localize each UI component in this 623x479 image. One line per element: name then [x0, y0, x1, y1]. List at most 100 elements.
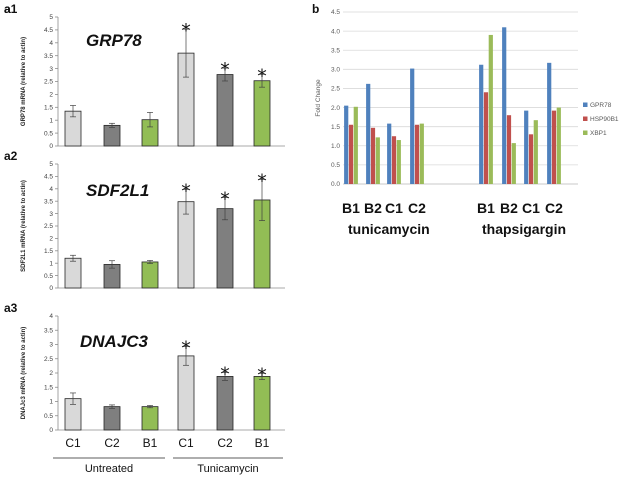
significance-star: * [257, 364, 267, 386]
bar [253, 80, 271, 147]
y-tick-label: 0.5 [44, 130, 53, 137]
category-label: B1 [255, 436, 270, 450]
bar [177, 355, 195, 431]
significance-star: * [220, 59, 230, 81]
significance-star: * [220, 363, 230, 385]
bar-hsp90b1 [551, 110, 557, 184]
y-tick-label: 4.0 [331, 28, 340, 35]
bar-hsp90b1 [483, 92, 489, 184]
bar [141, 406, 159, 431]
y-tick-label: 3 [49, 342, 53, 349]
legend-label: XBP1 [590, 130, 607, 137]
category-label: C2 [217, 436, 233, 450]
significance-star: * [257, 65, 267, 87]
bar [103, 406, 121, 431]
y-tick-label: 5 [49, 161, 53, 168]
y-axis-title: Fold Change [315, 79, 322, 117]
bar-xbp1 [396, 140, 401, 184]
y-tick-label: 2.5 [44, 79, 53, 86]
category-label: C2 [104, 436, 120, 450]
y-tick-label: 3.5 [44, 53, 53, 60]
significance-star: * [181, 337, 191, 359]
y-tick-label: 3.5 [44, 198, 53, 205]
category-label: B1 [477, 200, 495, 216]
group-label-untreated: Untreated [85, 463, 133, 475]
bar-gpr78 [524, 110, 529, 184]
bar-gpr78 [479, 64, 484, 184]
y-tick-label: 4.5 [44, 174, 53, 181]
y-tick-label: 3.5 [44, 327, 53, 334]
bar-gpr78 [366, 83, 371, 184]
y-tick-label: 1.5 [44, 384, 53, 391]
legend-swatch [583, 102, 588, 107]
significance-star: * [257, 170, 267, 192]
y-tick-label: 4.5 [331, 9, 340, 16]
y-tick-label: 1.5 [44, 105, 53, 112]
bar-xbp1 [488, 34, 493, 184]
bar-hsp90b1 [348, 124, 354, 184]
category-label: B2 [364, 200, 382, 216]
y-tick-label: 0.5 [331, 162, 340, 169]
y-tick-label: 1.5 [44, 248, 53, 255]
bar [141, 261, 159, 289]
category-label: C1 [385, 200, 403, 216]
bar [64, 257, 82, 289]
legend-swatch [583, 116, 588, 121]
bar-hsp90b1 [370, 127, 376, 184]
y-tick-label: 1.5 [331, 124, 340, 131]
bar [216, 208, 234, 289]
legend-label: HSP90B1 [590, 116, 619, 123]
gene-title: SDF2L1 [86, 181, 149, 200]
y-axis-title: DNAJc3 mRNA (relative to actin) [21, 327, 27, 419]
y-tick-label: 0.5 [44, 413, 53, 420]
panel-b-label: b [312, 2, 319, 16]
y-tick-label: 2.5 [44, 223, 53, 230]
bar-gpr78 [502, 27, 507, 184]
y-tick-label: 2.5 [331, 86, 340, 93]
subpanel-label: a2 [4, 149, 18, 163]
y-tick-label: 1 [49, 117, 53, 124]
bar-xbp1 [419, 123, 424, 184]
y-tick-label: 3 [49, 211, 53, 218]
y-tick-label: 0.5 [44, 273, 53, 280]
bar-xbp1 [556, 107, 561, 184]
significance-star: * [220, 188, 230, 210]
bar-xbp1 [511, 143, 516, 184]
bar-hsp90b1 [414, 124, 420, 184]
panel-a-label: a [4, 2, 11, 16]
bar-xbp1 [375, 137, 380, 184]
category-label: C2 [408, 200, 426, 216]
treatment-label-thapsigargin: thapsigargin [482, 221, 566, 237]
bar [216, 74, 234, 147]
bar-hsp90b1 [391, 136, 397, 184]
subpanel-label: a3 [4, 301, 18, 315]
category-label: C1 [178, 436, 194, 450]
significance-star: * [181, 180, 191, 202]
bar [177, 201, 195, 289]
significance-star: * [181, 20, 191, 42]
y-tick-label: 3.0 [331, 67, 340, 74]
category-label: C2 [545, 200, 563, 216]
bar-xbp1 [533, 120, 538, 184]
y-tick-label: 2 [49, 92, 53, 99]
y-tick-label: 3 [49, 66, 53, 73]
bar-gpr78 [344, 105, 349, 184]
category-label: B2 [500, 200, 518, 216]
y-tick-label: 2.0 [331, 105, 340, 112]
y-tick-label: 4 [49, 40, 53, 47]
treatment-label-tunicamycin: tunicamycin [348, 221, 430, 237]
bar-gpr78 [387, 123, 392, 184]
y-axis-title: GRP78 mRNA (relative to actin) [21, 37, 27, 126]
y-tick-label: 5 [49, 14, 53, 21]
y-tick-label: 2 [49, 236, 53, 243]
legend-label: GPR78 [590, 102, 612, 109]
group-label-tunicamycin: Tunicamycin [197, 463, 258, 475]
gene-title: DNAJC3 [80, 332, 149, 351]
y-tick-label: 0.0 [331, 181, 340, 188]
bar-gpr78 [410, 68, 415, 184]
y-tick-label: 0 [49, 143, 53, 150]
bar-hsp90b1 [506, 115, 512, 184]
y-tick-label: 4 [49, 313, 53, 320]
